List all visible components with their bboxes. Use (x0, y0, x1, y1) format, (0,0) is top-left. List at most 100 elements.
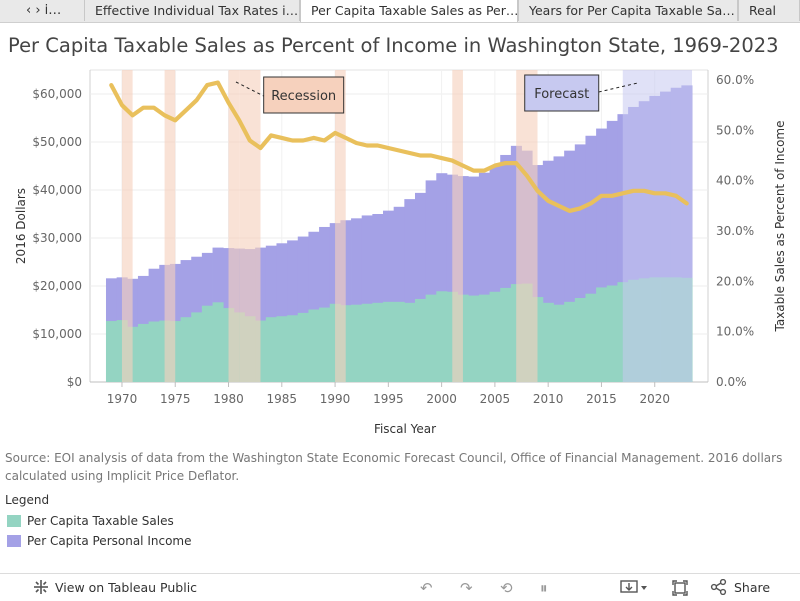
sales-bar-2005[interactable] (489, 291, 501, 382)
sales-bar-1983[interactable] (255, 320, 267, 382)
income-bar-1993[interactable] (361, 215, 373, 382)
recession-callout-line (235, 81, 264, 97)
x-tick-label: 1995 (373, 392, 404, 406)
revert-icon[interactable]: ⟲ (500, 579, 513, 597)
income-bar-1996[interactable] (393, 206, 405, 382)
income-bar-2010[interactable] (542, 160, 554, 382)
sales-bar-1978[interactable] (201, 305, 213, 382)
sales-bar-1972[interactable] (137, 323, 150, 382)
sales-bar-2014[interactable] (585, 293, 597, 382)
income-bar-1998[interactable] (414, 192, 427, 382)
sales-bar-1999[interactable] (425, 294, 437, 382)
tab-real[interactable]: Real (738, 0, 800, 21)
sales-bar-1988[interactable] (308, 309, 320, 382)
income-bar-1989[interactable] (319, 226, 331, 382)
income-bar-1988[interactable] (308, 231, 320, 382)
legend-item-personal-income[interactable]: Per Capita Personal Income (7, 533, 191, 549)
fullscreen-icon[interactable] (672, 580, 688, 596)
income-bar-2011[interactable] (553, 156, 565, 382)
redo-icon[interactable]: ↷ (460, 579, 473, 597)
income-bar-2002[interactable] (457, 176, 469, 382)
sales-bar-2000[interactable] (436, 291, 448, 382)
undo-icon[interactable]: ↶ (420, 579, 433, 597)
income-bar-1986[interactable] (287, 240, 299, 382)
tab-label: Per Capita Taxable Sales as Per… (311, 3, 518, 18)
y2-tick-label: 50.0% (716, 123, 754, 137)
sales-bar-1998[interactable] (414, 298, 427, 382)
sales-bar-2013[interactable] (574, 298, 586, 382)
income-bar-1992[interactable] (351, 218, 363, 382)
sales-bar-1985[interactable] (276, 316, 288, 382)
income-bar-1997[interactable] (404, 199, 416, 382)
income-bar-1995[interactable] (383, 210, 395, 382)
sales-bar-1993[interactable] (361, 303, 373, 382)
sales-bar-2011[interactable] (553, 304, 565, 382)
sales-bar-1975[interactable] (169, 321, 181, 382)
sales-bar-1977[interactable] (191, 312, 203, 382)
forecast-callout-box (524, 74, 600, 112)
sales-bar-1997[interactable] (404, 302, 416, 382)
income-bar-2003[interactable] (468, 176, 480, 382)
legend-swatch (7, 515, 21, 527)
income-bar-2012[interactable] (564, 150, 576, 382)
download-icon[interactable] (620, 580, 650, 596)
sales-bar-2004[interactable] (478, 294, 490, 382)
sales-bar-1991[interactable] (340, 305, 352, 382)
y-tick-label: $60,000 (32, 87, 82, 101)
sales-bar-1984[interactable] (265, 317, 277, 382)
ratio-line[interactable] (109, 80, 689, 213)
income-bar-1994[interactable] (372, 214, 384, 382)
y2-tick-label: 0.0% (716, 375, 747, 389)
sales-bar-2003[interactable] (468, 295, 480, 382)
tab-nav-label[interactable]: ‹ › i… (26, 3, 62, 18)
income-bar-2006[interactable] (500, 154, 512, 382)
view-on-tableau-link[interactable]: View on Tableau Public (33, 579, 197, 595)
income-bar-1991[interactable] (340, 220, 352, 382)
income-bar-1999[interactable] (425, 180, 437, 382)
income-bar-1984[interactable] (265, 245, 277, 382)
tab-scroll-nav[interactable]: ‹ › i… (26, 0, 76, 21)
income-bar-2015[interactable] (596, 128, 608, 382)
sales-bar-1992[interactable] (351, 304, 363, 382)
sales-bar-1986[interactable] (287, 315, 299, 382)
x-tick-label: 2010 (533, 392, 564, 406)
share-button[interactable]: Share (710, 579, 770, 595)
forecast-callout-line (598, 82, 638, 93)
income-bar-2005[interactable] (489, 166, 501, 382)
x-tick-label: 1990 (320, 392, 351, 406)
income-bar-2009[interactable] (532, 165, 544, 382)
tab-effective-tax-rates[interactable]: Effective Individual Tax Rates i… (84, 0, 300, 21)
sales-bar-1996[interactable] (393, 301, 405, 382)
y-tick-label: $40,000 (32, 183, 82, 197)
income-bar-2016[interactable] (606, 120, 618, 382)
chart-area[interactable]: $0 $10,000 $20,000 $30,000 $40,000 $50,000 $60… (0, 60, 800, 445)
sales-bar-1969[interactable] (105, 321, 118, 382)
sales-bar-2012[interactable] (564, 301, 576, 382)
sales-bar-2010[interactable] (542, 302, 554, 382)
income-bar-2000[interactable] (436, 173, 448, 382)
pause-icon[interactable]: ⏸ (540, 579, 548, 597)
tab-per-capita-taxable-sales[interactable]: Per Capita Taxable Sales as Per… (300, 0, 518, 22)
sales-bar-1987[interactable] (297, 312, 309, 382)
sales-bar-2015[interactable] (596, 287, 608, 382)
sales-bar-2002[interactable] (457, 294, 469, 382)
sales-bar-1976[interactable] (180, 317, 192, 382)
legend-item-taxable-sales[interactable]: Per Capita Taxable Sales (7, 513, 174, 529)
sales-bar-1994[interactable] (372, 302, 384, 382)
sales-bar-2016[interactable] (606, 285, 618, 382)
income-bar-2013[interactable] (574, 144, 586, 382)
tab-years-per-capita[interactable]: Years for Per Capita Taxable Sa… (518, 0, 738, 21)
sales-bar-1995[interactable] (383, 301, 395, 382)
sales-bar-1973[interactable] (148, 321, 160, 382)
sales-bar-2009[interactable] (532, 297, 544, 382)
income-bar-2004[interactable] (478, 172, 490, 382)
income-bar-1983[interactable] (255, 247, 267, 382)
income-bar-1985[interactable] (276, 243, 288, 382)
sales-bar-1989[interactable] (319, 307, 331, 382)
sales-bar-2006[interactable] (500, 287, 512, 382)
sales-bar-1979[interactable] (212, 302, 224, 382)
income-bar-2014[interactable] (585, 135, 597, 382)
income-bar-1987[interactable] (297, 236, 309, 382)
source-note: Source: EOI analysis of data from the Wa… (5, 451, 783, 483)
sales-bar-1971[interactable] (127, 326, 139, 382)
